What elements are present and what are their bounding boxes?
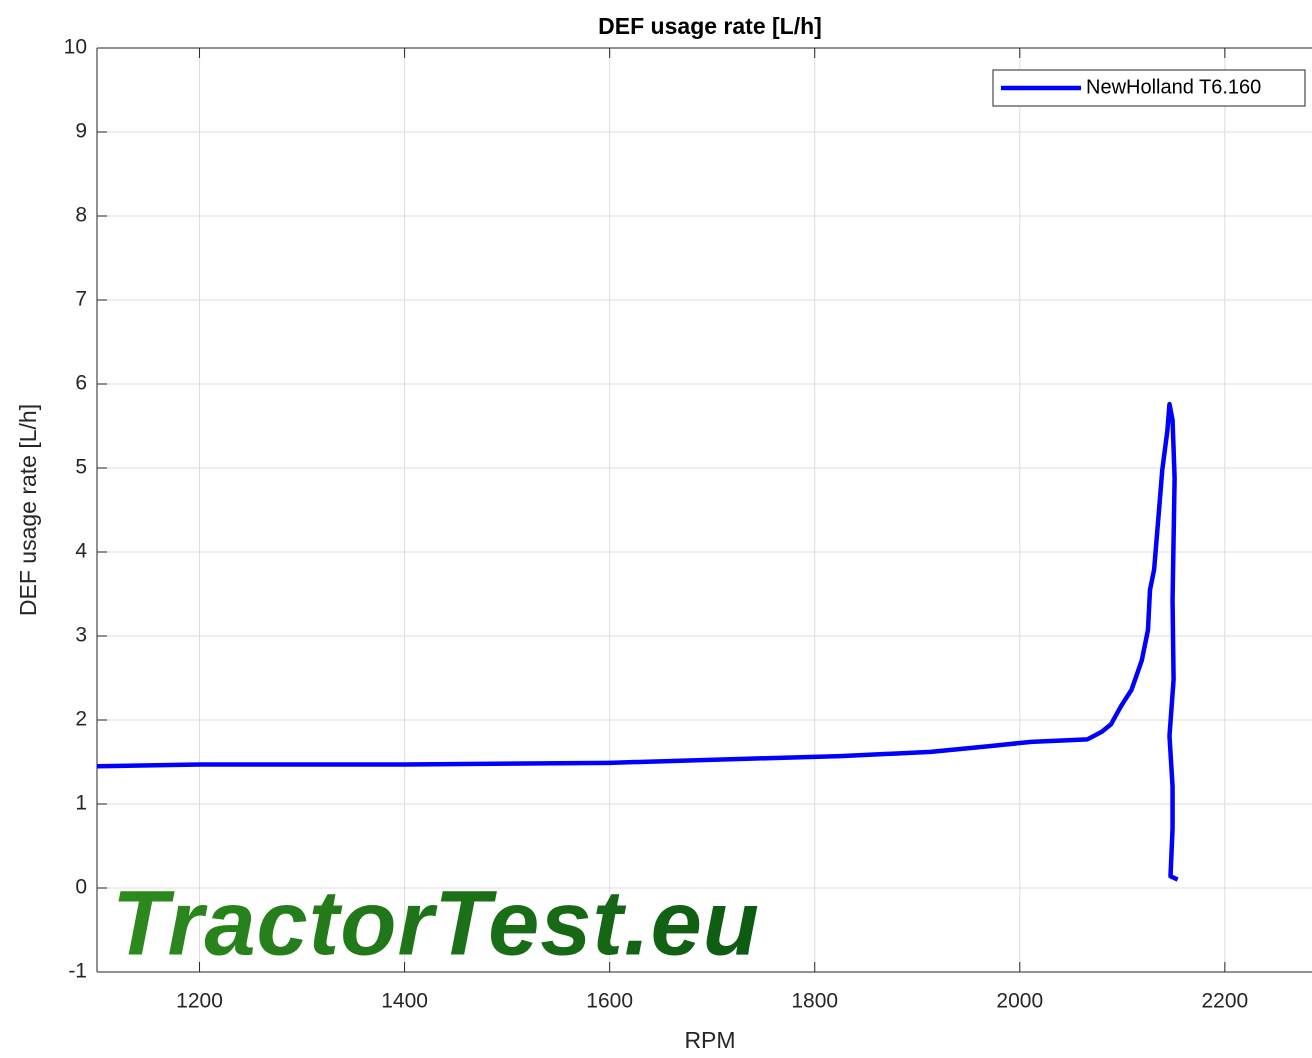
grid: -1 0 1 2 3 4 5 6 7 8 9 10 1200 1400 1600 1800 2000 2200 [64, 36, 1312, 1013]
chart-title: DEF usage rate [L/h] [598, 13, 822, 39]
y-tick-label: 3 [75, 624, 87, 647]
data-line [96, 401, 1179, 882]
legend-box [992, 69, 1306, 107]
y-tick-label: 5 [75, 456, 87, 479]
y-tick-label: 10 [64, 36, 87, 59]
watermark-group: TractorTest.eu [112, 872, 760, 974]
y-tick-label: 0 [75, 876, 87, 899]
y-tick-label: -1 [68, 960, 87, 983]
y-tick-label: 1 [75, 792, 87, 815]
plot [96, 401, 1179, 882]
y-tick-label: 6 [75, 372, 87, 395]
y-tick-label: 8 [75, 204, 87, 227]
x-tick-label: 1200 [176, 990, 223, 1013]
x-tick-label: 2200 [1201, 990, 1248, 1013]
x-tick-label: 1600 [586, 990, 633, 1013]
watermark: TractorTest.eu [112, 872, 760, 974]
y-tick-label: 7 [75, 288, 87, 311]
legend-label: NewHolland T6.160 [1086, 76, 1261, 98]
x-tick-label: 1800 [791, 990, 838, 1013]
y-tick-label: 2 [75, 708, 87, 731]
y-tick-label: 9 [75, 120, 87, 143]
x-axis-label: RPM [684, 1027, 735, 1053]
x-tick-label: 2000 [996, 990, 1043, 1013]
y-tick-label: 4 [75, 540, 87, 563]
y-axis-label: DEF usage rate [L/h] [15, 404, 41, 616]
x-tick-label: 1400 [381, 990, 428, 1013]
